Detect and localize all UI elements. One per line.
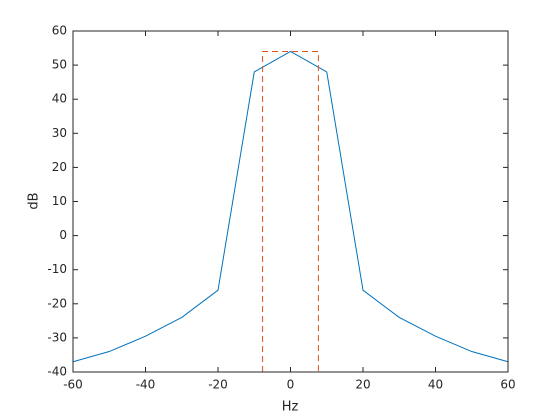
line-series: [72, 50, 509, 363]
x-axis-label: Hz: [282, 400, 299, 415]
x-tick-label: 40: [428, 378, 443, 392]
line-series: [262, 50, 319, 372]
y-tick-label: 40: [52, 92, 67, 106]
y-tick-label: -20: [47, 296, 67, 310]
y-tick-label: 60: [52, 24, 67, 38]
y-tick-label: 30: [52, 126, 67, 140]
y-tick-label: 10: [52, 194, 67, 208]
x-tick-label: 0: [287, 378, 295, 392]
y-tick-label: 20: [52, 160, 67, 174]
x-tick-label: 60: [500, 378, 515, 392]
y-tick-label: 0: [59, 228, 67, 242]
y-tick-label: -10: [47, 262, 67, 276]
x-tick-label: -40: [136, 378, 156, 392]
y-tick-label: -30: [47, 330, 67, 344]
x-tick-label: -20: [208, 378, 228, 392]
x-tick-label: -60: [63, 378, 83, 392]
x-tick-label: 20: [355, 378, 370, 392]
y-tick-label: -40: [47, 365, 67, 379]
axes-box: [72, 30, 509, 373]
y-axis-label: dB: [27, 192, 42, 209]
y-tick-label: 50: [52, 58, 67, 72]
